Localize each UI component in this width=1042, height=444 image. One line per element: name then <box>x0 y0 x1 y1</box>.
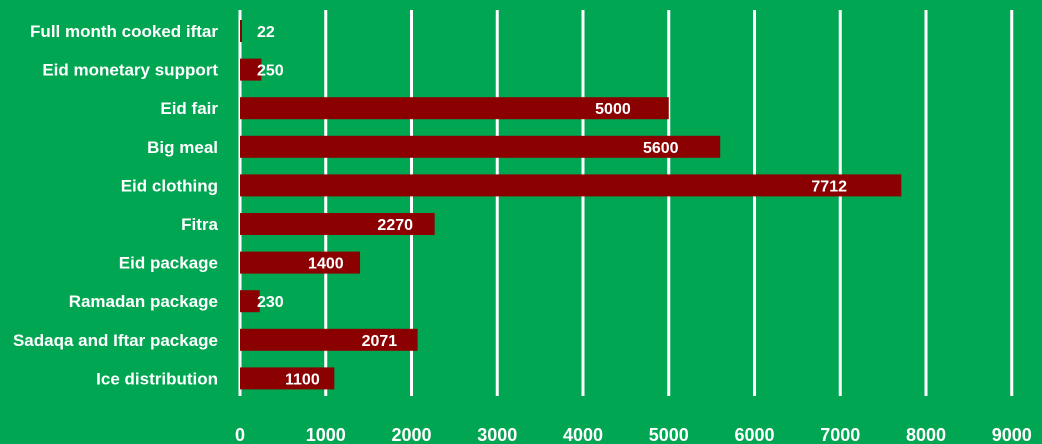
bar <box>240 290 260 313</box>
bar <box>240 213 435 235</box>
category-label: Ramadan package <box>69 292 218 311</box>
category-label: Fitra <box>181 215 218 234</box>
x-tick-label: 9000 <box>992 425 1032 444</box>
x-axis-tick-labels: 0 1000 2000 3000 4000 5000 6000 7000 8000 9000 <box>235 425 1032 444</box>
x-tick-label: 4000 <box>563 425 603 444</box>
data-label: 5600 <box>643 140 679 157</box>
x-tick-label: 1000 <box>306 425 346 444</box>
category-labels: Full month cooked iftar Eid monetary supp… <box>13 22 219 388</box>
data-label: 5000 <box>595 101 631 118</box>
x-tick-label: 7000 <box>820 425 860 444</box>
x-tick-label: 5000 <box>649 425 689 444</box>
data-label: 1100 <box>285 371 320 388</box>
data-label: 22 <box>257 24 275 41</box>
category-label: Ice distribution <box>96 369 218 388</box>
bars <box>240 20 902 390</box>
data-label: 1400 <box>308 256 344 273</box>
bar <box>240 135 721 158</box>
category-label: Eid fair <box>160 99 218 118</box>
category-label: Eid clothing <box>121 176 218 195</box>
data-label: 230 <box>257 294 284 311</box>
category-label: Full month cooked iftar <box>30 22 218 41</box>
category-label: Eid package <box>119 254 218 273</box>
category-label: Big meal <box>147 138 218 157</box>
x-tick-label: 6000 <box>734 425 774 444</box>
bar <box>240 97 669 120</box>
data-label: 2270 <box>377 217 413 234</box>
bar <box>240 251 361 274</box>
category-label: Sadaqa and Iftar package <box>13 331 218 350</box>
data-label: 7712 <box>811 178 847 195</box>
data-label: 250 <box>257 63 284 80</box>
bar <box>240 367 335 390</box>
bar <box>240 20 242 42</box>
x-tick-label: 2000 <box>391 425 431 444</box>
x-tick-label: 3000 <box>477 425 517 444</box>
bar <box>240 328 418 351</box>
data-label: 2071 <box>362 333 398 350</box>
x-tick-label: 8000 <box>906 425 946 444</box>
data-labels: 22 250 5000 5600 7712 2270 1400 230 2071 1100 <box>257 24 847 388</box>
bar <box>240 58 262 81</box>
category-label: Eid monetary support <box>42 61 218 80</box>
x-tick-label: 0 <box>235 425 245 444</box>
bar <box>240 174 902 197</box>
